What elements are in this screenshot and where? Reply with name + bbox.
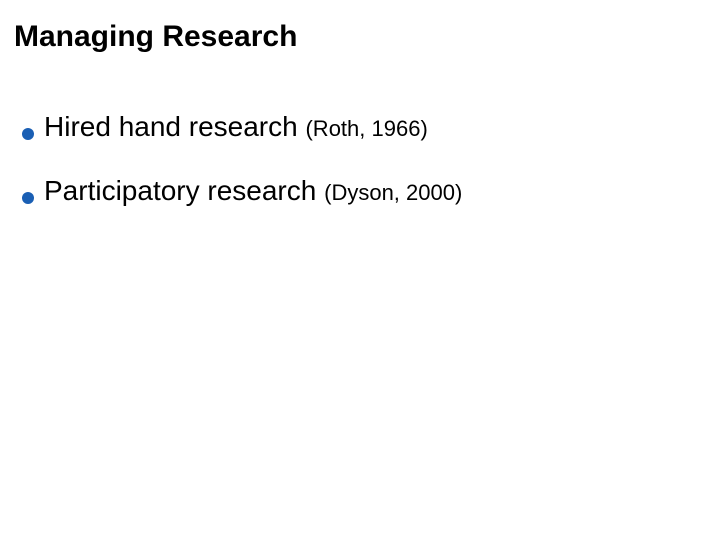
- bullet-text: Participatory research (Dyson, 2000): [44, 174, 462, 208]
- bullet-text: Hired hand research (Roth, 1966): [44, 110, 428, 144]
- bullet-dot-icon: [22, 192, 34, 204]
- bullet-main-text: Hired hand research: [44, 111, 298, 142]
- bullet-citation: (Roth, 1966): [305, 116, 427, 141]
- list-item: Hired hand research (Roth, 1966): [22, 110, 700, 144]
- bullet-main-text: Participatory research: [44, 175, 316, 206]
- bullet-list: Hired hand research (Roth, 1966) Partici…: [14, 110, 700, 207]
- slide-title: Managing Research: [14, 20, 700, 54]
- bullet-dot-icon: [22, 128, 34, 140]
- list-item: Participatory research (Dyson, 2000): [22, 174, 700, 208]
- bullet-citation: (Dyson, 2000): [324, 180, 462, 205]
